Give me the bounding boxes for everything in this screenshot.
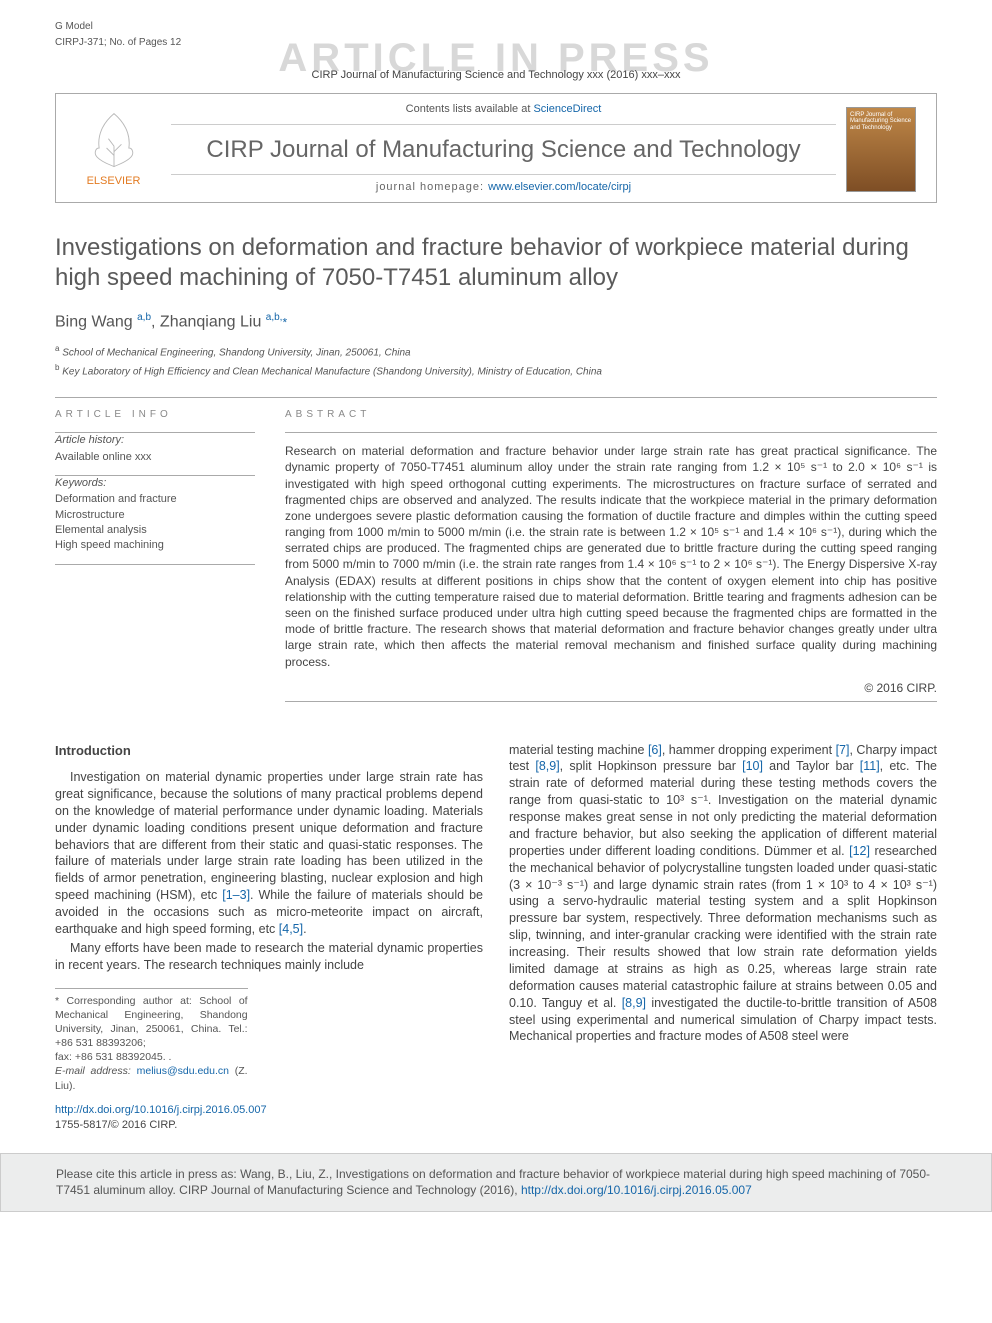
journal-cover-thumb: CIRP Journal of Manufacturing Science an… (846, 107, 916, 192)
ref-link[interactable]: [12] (849, 844, 870, 858)
article-history-value: Available online xxx (55, 450, 255, 465)
journal-title: CIRP Journal of Manufacturing Science an… (171, 133, 836, 167)
keyword: Microstructure (55, 508, 255, 523)
article-info-label: ARTICLE INFO (55, 398, 255, 432)
keyword: Elemental analysis (55, 523, 255, 538)
g-model-label: G Model (55, 20, 937, 34)
keyword: Deformation and fracture (55, 492, 255, 507)
ref-link[interactable]: [8,9] (535, 759, 559, 773)
ref-link[interactable]: [7] (836, 743, 850, 757)
ref-link[interactable]: [11] (860, 759, 880, 773)
abstract-copyright: © 2016 CIRP. (285, 680, 937, 697)
masthead: ELSEVIER Contents lists available at Sci… (55, 93, 937, 202)
abstract-text: Research on material deformation and fra… (285, 433, 937, 670)
abstract-label: ABSTRACT (285, 398, 937, 432)
ref-link[interactable]: [1–3] (222, 888, 250, 902)
running-citation: CIRP Journal of Manufacturing Science an… (55, 68, 937, 83)
doi-link[interactable]: http://dx.doi.org/10.1016/j.cirpj.2016.0… (55, 1104, 267, 1116)
ref-link[interactable]: [6] (648, 743, 662, 757)
doi-block: http://dx.doi.org/10.1016/j.cirpj.2016.0… (55, 1103, 483, 1133)
body-columns: Introduction Investigation on material d… (55, 742, 937, 1133)
affiliations: a School of Mechanical Engineering, Shan… (55, 343, 937, 379)
elsevier-tree-icon (84, 109, 144, 174)
keyword: High speed machining (55, 538, 255, 553)
authors: Bing Wang a,b, Zhanqiang Liu a,b,* (55, 311, 937, 334)
g-model-header: G Model CIRPJ-371; No. of Pages 12 (55, 20, 937, 50)
body-paragraph: material testing machine [6], hammer dro… (509, 742, 937, 1046)
ref-link[interactable]: [10] (742, 759, 763, 773)
contents-line: Contents lists available at ScienceDirec… (171, 102, 836, 124)
citation-footer: Please cite this article in press as: Wa… (0, 1153, 992, 1213)
publisher-logo: ELSEVIER (66, 109, 161, 189)
ref-link[interactable]: [8,9] (622, 996, 646, 1010)
footer-doi-link[interactable]: http://dx.doi.org/10.1016/j.cirpj.2016.0… (521, 1183, 752, 1197)
g-model-code: CIRPJ-371; No. of Pages 12 (55, 36, 937, 50)
ref-link[interactable]: [4,5] (279, 922, 303, 936)
homepage-link[interactable]: www.elsevier.com/locate/cirpj (488, 181, 631, 193)
email-link[interactable]: melius@sdu.edu.cn (137, 1065, 229, 1077)
article-history-label: Article history: (55, 433, 255, 448)
journal-homepage: journal homepage: www.elsevier.com/locat… (171, 174, 836, 195)
affiliation: b Key Laboratory of High Efficiency and … (55, 362, 937, 379)
article-title: Investigations on deformation and fractu… (55, 233, 937, 293)
keywords-label: Keywords: (55, 476, 255, 491)
intro-heading: Introduction (55, 742, 483, 760)
sciencedirect-link[interactable]: ScienceDirect (533, 103, 601, 115)
publisher-name: ELSEVIER (87, 174, 141, 189)
body-paragraph: Many efforts have been made to research … (55, 940, 483, 974)
affiliation: a School of Mechanical Engineering, Shan… (55, 343, 937, 360)
corresponding-footnote: * Corresponding author at: School of Mec… (55, 988, 248, 1093)
body-paragraph: Investigation on material dynamic proper… (55, 769, 483, 938)
keywords-list: Deformation and fractureMicrostructureEl… (55, 492, 255, 554)
